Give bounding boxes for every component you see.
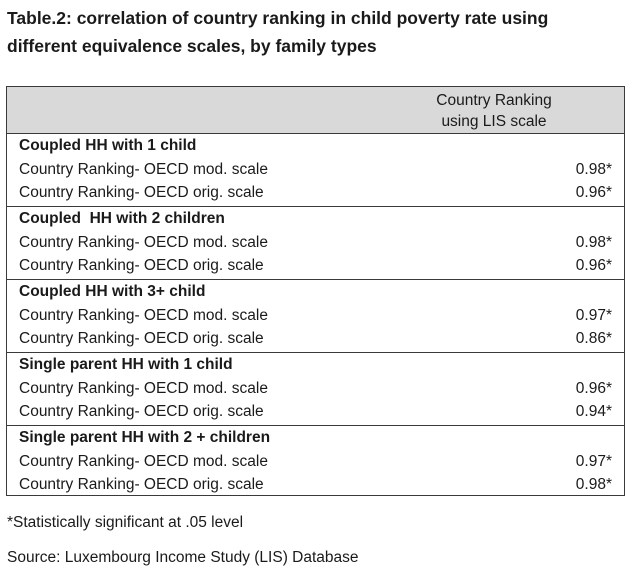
table-row: Country Ranking- OECD orig. scale 0.94* — [7, 400, 624, 424]
row-label: Country Ranking- OECD mod. scale — [19, 453, 268, 470]
table-header: Country Ranking using LIS scale — [7, 87, 624, 134]
column-header-line-1: Country Ranking — [436, 92, 552, 109]
family-type-group-coupled-1-child: Coupled HH with 1 child Country Ranking-… — [7, 134, 624, 207]
row-label: Country Ranking- OECD orig. scale — [19, 476, 264, 493]
family-type-group-single-parent-1-child: Single parent HH with 1 child Country Ra… — [7, 353, 624, 426]
table-row: Country Ranking- OECD mod. scale 0.97* — [7, 304, 624, 328]
row-label: Country Ranking- OECD mod. scale — [19, 234, 268, 251]
row-label: Country Ranking- OECD orig. scale — [19, 184, 264, 201]
table-row: Country Ranking- OECD orig. scale 0.96* — [7, 254, 624, 278]
row-label: Country Ranking- OECD mod. scale — [19, 307, 268, 324]
row-label: Country Ranking- OECD mod. scale — [19, 161, 268, 178]
row-label: Country Ranking- OECD orig. scale — [19, 257, 264, 274]
row-value: 0.96* — [575, 380, 612, 397]
row-value: 0.98* — [575, 476, 612, 493]
group-heading: Coupled HH with 1 child — [19, 137, 197, 154]
group-heading: Single parent HH with 2 + children — [19, 429, 271, 446]
table-title: Table.2: correlation of country ranking … — [7, 4, 627, 60]
column-header-line-2: using LIS scale — [441, 113, 547, 130]
row-label: Country Ranking- OECD orig. scale — [19, 330, 264, 347]
row-value: 0.97* — [575, 307, 612, 324]
group-heading: Single parent HH with 1 child — [19, 356, 233, 373]
table-row: Country Ranking- OECD orig. scale 0.86* — [7, 327, 624, 351]
table-row: Country Ranking- OECD orig. scale 0.98* — [7, 473, 624, 497]
family-type-group-coupled-3-plus-child: Coupled HH with 3+ child Country Ranking… — [7, 280, 624, 353]
row-label: Country Ranking- OECD mod. scale — [19, 380, 268, 397]
column-header-lis-scale: Country Ranking using LIS scale — [394, 90, 594, 132]
correlation-table: Country Ranking using LIS scale Coupled … — [6, 86, 625, 496]
source-note: Source: Luxembourg Income Study (LIS) Da… — [7, 549, 359, 566]
table-row: Country Ranking- OECD mod. scale 0.98* — [7, 231, 624, 255]
table-row: Country Ranking- OECD mod. scale 0.97* — [7, 450, 624, 474]
family-type-group-single-parent-2-plus-children: Single parent HH with 2 + children Count… — [7, 426, 624, 499]
table-row: Country Ranking- OECD orig. scale 0.96* — [7, 181, 624, 205]
group-heading: Coupled HH with 3+ child — [19, 283, 206, 300]
group-heading: Coupled HH with 2 children — [19, 210, 225, 227]
row-value: 0.94* — [575, 403, 612, 420]
footnote: *Statistically significant at .05 level — [7, 514, 244, 531]
row-value: 0.98* — [575, 234, 612, 251]
row-value: 0.86* — [575, 330, 612, 347]
table-title-line-1: Table.2: correlation of country ranking … — [7, 8, 549, 28]
table-row: Country Ranking- OECD mod. scale 0.96* — [7, 377, 624, 401]
row-value: 0.96* — [575, 257, 612, 274]
row-value: 0.96* — [575, 184, 612, 201]
row-value: 0.98* — [575, 161, 612, 178]
row-value: 0.97* — [575, 453, 612, 470]
family-type-group-coupled-2-children: Coupled HH with 2 children Country Ranki… — [7, 207, 624, 280]
row-label: Country Ranking- OECD orig. scale — [19, 403, 264, 420]
table-title-line-2: different equivalence scales, by family … — [7, 36, 377, 56]
table-row: Country Ranking- OECD mod. scale 0.98* — [7, 158, 624, 182]
